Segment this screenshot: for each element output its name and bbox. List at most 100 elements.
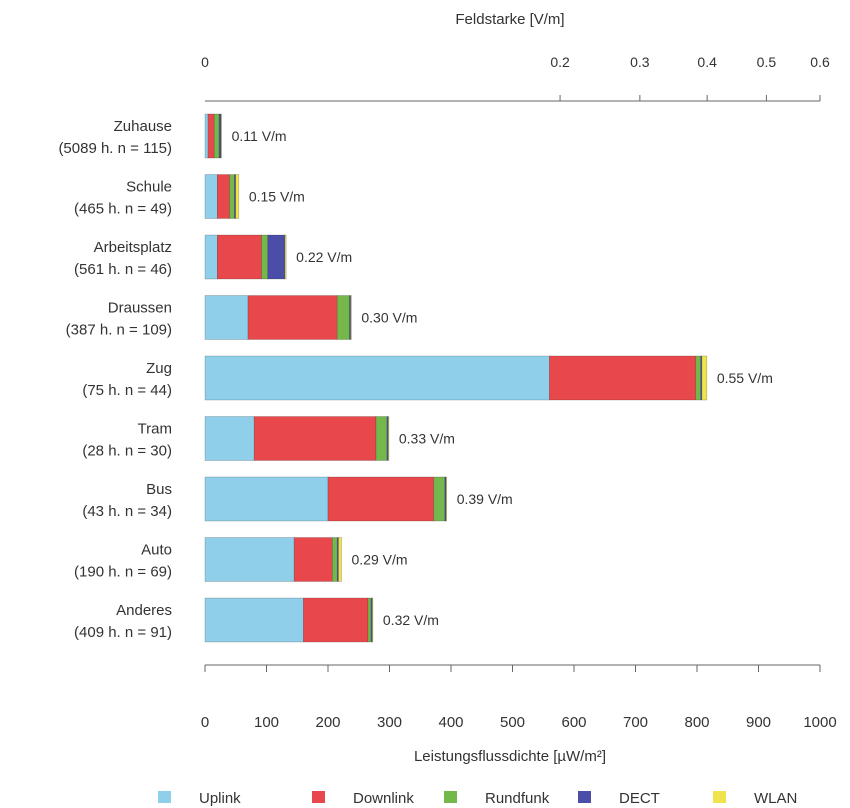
bar-segment-uplink bbox=[204, 234, 218, 280]
bar-segment-uplink bbox=[204, 476, 329, 522]
legend-label-rundfunk: Rundfunk bbox=[485, 790, 550, 807]
category-info: (409 h. n = 91) bbox=[74, 624, 172, 641]
x-tick-label: 900 bbox=[746, 714, 771, 731]
category-name: Arbeitsplatz bbox=[94, 239, 172, 256]
category-info: (5089 h. n = 115) bbox=[58, 140, 172, 157]
value-label: 0.11 V/m bbox=[232, 128, 287, 144]
top-tick-label: 0.4 bbox=[697, 54, 717, 70]
bar-segment-rundfunk bbox=[367, 597, 372, 643]
value-label: 0.30 V/m bbox=[361, 310, 417, 326]
bar-segment-rundfunk bbox=[332, 537, 338, 582]
legend-swatch-downlink bbox=[312, 791, 325, 803]
x-tick-label: 500 bbox=[500, 714, 525, 731]
bar-segment-wlan bbox=[371, 597, 374, 643]
bar-segment-rundfunk bbox=[695, 355, 701, 401]
bar-segment-uplink bbox=[204, 355, 550, 401]
bar-segment-wlan bbox=[445, 476, 447, 522]
legend-label-dect: DECT bbox=[619, 790, 660, 807]
bar-segment-wlan bbox=[701, 355, 708, 401]
bar-segment-rundfunk bbox=[213, 113, 220, 159]
top-tick-label: 0 bbox=[201, 54, 209, 70]
bar-segment-uplink bbox=[204, 113, 209, 159]
bar-segment-uplink bbox=[204, 537, 295, 582]
top-axis-label: Feldstarke [V/m] bbox=[455, 11, 564, 28]
bar-segment-wlan bbox=[387, 416, 390, 461]
x-tick-label: 1000 bbox=[803, 714, 836, 731]
bar-segment-rundfunk bbox=[375, 416, 388, 461]
legend: Uplink Downlink Rundfunk DECT WLAN bbox=[158, 790, 797, 807]
bar-segment-wlan bbox=[235, 174, 240, 219]
legend-swatch-wlan bbox=[713, 791, 726, 803]
legend-swatch-rundfunk bbox=[444, 791, 457, 803]
bar-segment-wlan bbox=[284, 234, 287, 280]
category-labels: Zuhause (5089 h. n = 115) Schule (465 h. n … bbox=[58, 118, 172, 641]
category-info: (465 h. n = 49) bbox=[74, 201, 172, 218]
top-tick-label: 0.5 bbox=[757, 54, 777, 70]
value-label: 0.32 V/m bbox=[383, 612, 439, 628]
bar-segment-uplink bbox=[204, 597, 304, 643]
category-info: (190 h. n = 69) bbox=[74, 564, 172, 581]
bar-segment-wlan bbox=[338, 537, 342, 582]
x-tick-label: 100 bbox=[254, 714, 279, 731]
category-info: (43 h. n = 34) bbox=[82, 503, 172, 520]
bars bbox=[204, 113, 708, 643]
category-info: (561 h. n = 46) bbox=[74, 261, 172, 278]
bar-segment-downlink bbox=[217, 234, 262, 280]
bar-segment-downlink bbox=[207, 113, 215, 159]
value-label: 0.22 V/m bbox=[296, 249, 352, 265]
category-name: Auto bbox=[141, 542, 172, 559]
x-tick-label: 300 bbox=[377, 714, 402, 731]
category-name: Zuhause bbox=[114, 118, 172, 135]
value-labels: 0.11 V/m 0.15 V/m 0.22 V/m 0.30 V/m 0.55 V/m… bbox=[232, 128, 773, 628]
category-name: Anderes bbox=[116, 602, 172, 619]
bar-segment-downlink bbox=[253, 416, 377, 461]
bar-segment-downlink bbox=[327, 476, 435, 522]
top-tick-label: 0.3 bbox=[630, 54, 650, 70]
value-label: 0.15 V/m bbox=[249, 189, 305, 205]
bar-segment-dect bbox=[267, 234, 286, 280]
category-name: Schule bbox=[126, 179, 172, 196]
bar-segment-downlink bbox=[293, 537, 333, 582]
category-name: Bus bbox=[146, 481, 172, 498]
x-tick-label: 700 bbox=[623, 714, 648, 731]
category-name: Draussen bbox=[108, 300, 172, 317]
category-name: Zug bbox=[146, 360, 172, 377]
x-tick-label: 400 bbox=[438, 714, 463, 731]
legend-label-wlan: WLAN bbox=[754, 790, 797, 807]
bar-segment-downlink bbox=[247, 295, 338, 340]
value-label: 0.33 V/m bbox=[399, 431, 455, 447]
category-info: (28 h. n = 30) bbox=[82, 443, 172, 460]
bar-segment-downlink bbox=[549, 355, 697, 401]
x-axis-label: Leistungsflussdichte [µW/m²] bbox=[414, 748, 606, 765]
bar-segment-downlink bbox=[303, 597, 369, 643]
bar-segment-rundfunk bbox=[336, 295, 350, 340]
bar-segment-rundfunk bbox=[433, 476, 446, 522]
legend-swatch-uplink bbox=[158, 791, 171, 803]
category-info: (387 h. n = 109) bbox=[66, 322, 172, 339]
value-label: 0.39 V/m bbox=[457, 491, 513, 507]
top-tick-label: 0.6 bbox=[810, 54, 830, 70]
x-tick-label: 200 bbox=[315, 714, 340, 731]
x-tick-label: 0 bbox=[201, 714, 209, 731]
top-tick-label: 0.2 bbox=[550, 54, 570, 70]
x-tick-label: 800 bbox=[684, 714, 709, 731]
bar-segment-uplink bbox=[204, 416, 255, 461]
bar-segment-wlan bbox=[350, 295, 352, 340]
value-label: 0.29 V/m bbox=[352, 552, 408, 568]
legend-swatch-dect bbox=[578, 791, 591, 803]
legend-label-uplink: Uplink bbox=[199, 790, 241, 807]
bar-segment-rundfunk bbox=[261, 234, 269, 280]
legend-label-downlink: Downlink bbox=[353, 790, 414, 807]
bar-segment-wlan bbox=[220, 113, 222, 159]
bar-segment-downlink bbox=[217, 174, 230, 219]
value-label: 0.55 V/m bbox=[717, 370, 773, 386]
bar-segment-rundfunk bbox=[229, 174, 235, 219]
category-info: (75 h. n = 44) bbox=[82, 382, 172, 399]
bottom-axis: Leistungsflussdichte [µW/m²] 0 100 200 300 4… bbox=[201, 664, 837, 765]
category-name: Tram bbox=[138, 421, 172, 438]
top-axis: Feldstarke [V/m] 0 0.2 0.3 0.4 0.5 0.6 bbox=[201, 11, 830, 102]
bar-segment-uplink bbox=[204, 295, 249, 340]
x-tick-label: 600 bbox=[561, 714, 586, 731]
bar-segment-uplink bbox=[204, 174, 218, 219]
